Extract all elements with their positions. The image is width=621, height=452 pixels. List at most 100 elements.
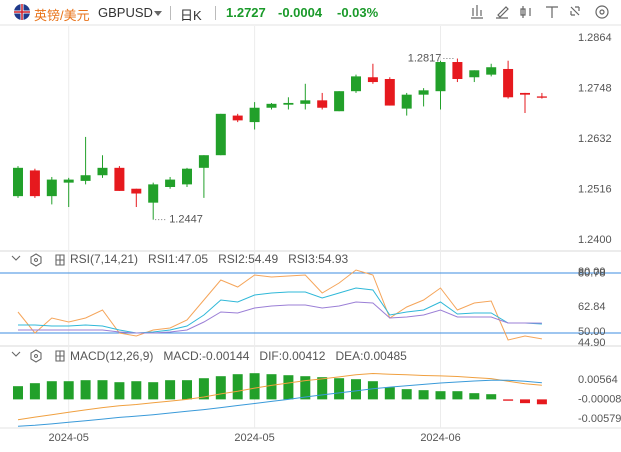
y-tick-label: 0.00564 <box>578 374 618 386</box>
macd-bar <box>503 399 514 401</box>
candle-body <box>114 167 125 191</box>
candle-body <box>334 91 345 112</box>
candle-body <box>367 77 378 83</box>
candle-body <box>63 179 74 183</box>
candle-body <box>80 175 91 181</box>
macd-bar <box>215 376 226 400</box>
candle-body <box>249 107 260 123</box>
divider <box>170 6 171 20</box>
candle-body <box>351 76 361 92</box>
macd-bar <box>317 377 328 400</box>
flag-icon <box>14 4 30 20</box>
candle-icon[interactable] <box>520 6 531 18</box>
macd-bar <box>198 378 209 400</box>
collapse-icon[interactable] <box>11 351 21 357</box>
macd-bar <box>63 381 74 400</box>
macd-bar <box>249 373 260 400</box>
legend-entry: RSI3:54.93 <box>288 252 348 266</box>
x-tick-label: 2024-06 <box>420 432 460 444</box>
macd-bar <box>486 394 497 400</box>
y-tick-label: 1.2516 <box>578 184 612 196</box>
candle-body <box>97 167 108 176</box>
period[interactable]: 日K <box>180 8 202 23</box>
annotation: 1.2817 <box>408 52 442 64</box>
candle-body <box>300 100 311 104</box>
macd-bar <box>46 381 57 400</box>
candle-body <box>266 103 277 108</box>
level-label: 80.00 <box>578 266 606 278</box>
candle-body <box>182 168 192 185</box>
toolbar-icons <box>471 5 609 19</box>
settings-icon[interactable] <box>30 253 42 267</box>
macd-bar <box>148 382 159 400</box>
candle-body <box>317 100 328 108</box>
y-tick-label: 1.2748 <box>578 82 612 94</box>
macd-bar <box>232 374 243 400</box>
macd-bar <box>384 387 395 400</box>
macd-bar <box>334 378 345 400</box>
y-tick-label: -0.00579 <box>578 413 621 425</box>
candle-body <box>13 167 23 197</box>
candle-body <box>452 62 463 79</box>
add-icon[interactable] <box>55 254 65 266</box>
y-tick-label: 1.2632 <box>578 133 612 145</box>
candle-body <box>148 184 159 203</box>
macd-bar <box>452 391 463 400</box>
macd-bar <box>182 380 192 400</box>
y-tick-label: -0.00008 <box>578 394 621 406</box>
y-tick-label: 62.84 <box>578 301 606 313</box>
symbol-cn[interactable]: 英镑/美元 <box>34 8 90 23</box>
macd-bar <box>29 383 40 400</box>
expand-icon[interactable] <box>570 6 580 16</box>
legend-entry: RSI2:54.49 <box>218 252 278 266</box>
price: 1.2727 <box>226 5 266 20</box>
legend-entry: MACD:-0.00144 <box>163 349 249 363</box>
macd-bar <box>435 391 446 400</box>
y-tick-label: 1.2864 <box>578 32 612 44</box>
candle-body <box>469 70 480 78</box>
legend-entry: DIF:0.00412 <box>259 349 325 363</box>
settings-icon[interactable] <box>595 5 609 19</box>
indicator-line <box>17 269 542 341</box>
collapse-icon[interactable] <box>11 255 21 261</box>
dropdown-icon[interactable] <box>154 11 162 17</box>
indicator-line <box>17 379 542 427</box>
candle-body <box>520 92 530 95</box>
y-tick-label: 1.2400 <box>578 234 612 246</box>
indicator-line <box>18 301 542 334</box>
macd-bar <box>283 375 294 400</box>
macd-bar <box>418 390 429 400</box>
macd-bar <box>351 379 361 400</box>
indicator-icon[interactable] <box>546 6 558 18</box>
macd-bar <box>367 381 378 400</box>
change-pct: -0.03% <box>337 5 379 20</box>
annotation: 1.2447 <box>169 214 203 226</box>
candle-body <box>536 96 547 98</box>
candle-body <box>418 90 429 95</box>
candle-body <box>232 115 243 121</box>
add-icon[interactable] <box>55 350 65 362</box>
pen-icon[interactable] <box>496 6 509 19</box>
macd-bar <box>97 380 108 400</box>
change: -0.0004 <box>278 5 323 20</box>
symbol[interactable]: GBPUSD <box>98 5 153 20</box>
indicator-line <box>17 372 542 421</box>
indicator-line <box>18 287 542 334</box>
toolbar: 英镑/美元 GBPUSD 日K 1.2727 -0.0004 -0.03% <box>0 0 621 25</box>
rsi-tools <box>11 253 65 363</box>
draw-icon[interactable] <box>471 5 483 19</box>
candle-body <box>165 179 176 187</box>
macd-bar <box>469 393 480 400</box>
x-tick-label: 2024-05 <box>234 432 274 444</box>
candle-body <box>503 68 514 98</box>
macd-bar <box>131 381 142 400</box>
macd-bar <box>536 399 547 405</box>
macd-bar <box>165 380 176 400</box>
candle-body <box>131 188 142 194</box>
candle-body <box>215 113 226 156</box>
y-tick-label: 44.90 <box>578 337 606 349</box>
macd-bar <box>266 374 277 400</box>
settings-icon[interactable] <box>30 349 42 363</box>
